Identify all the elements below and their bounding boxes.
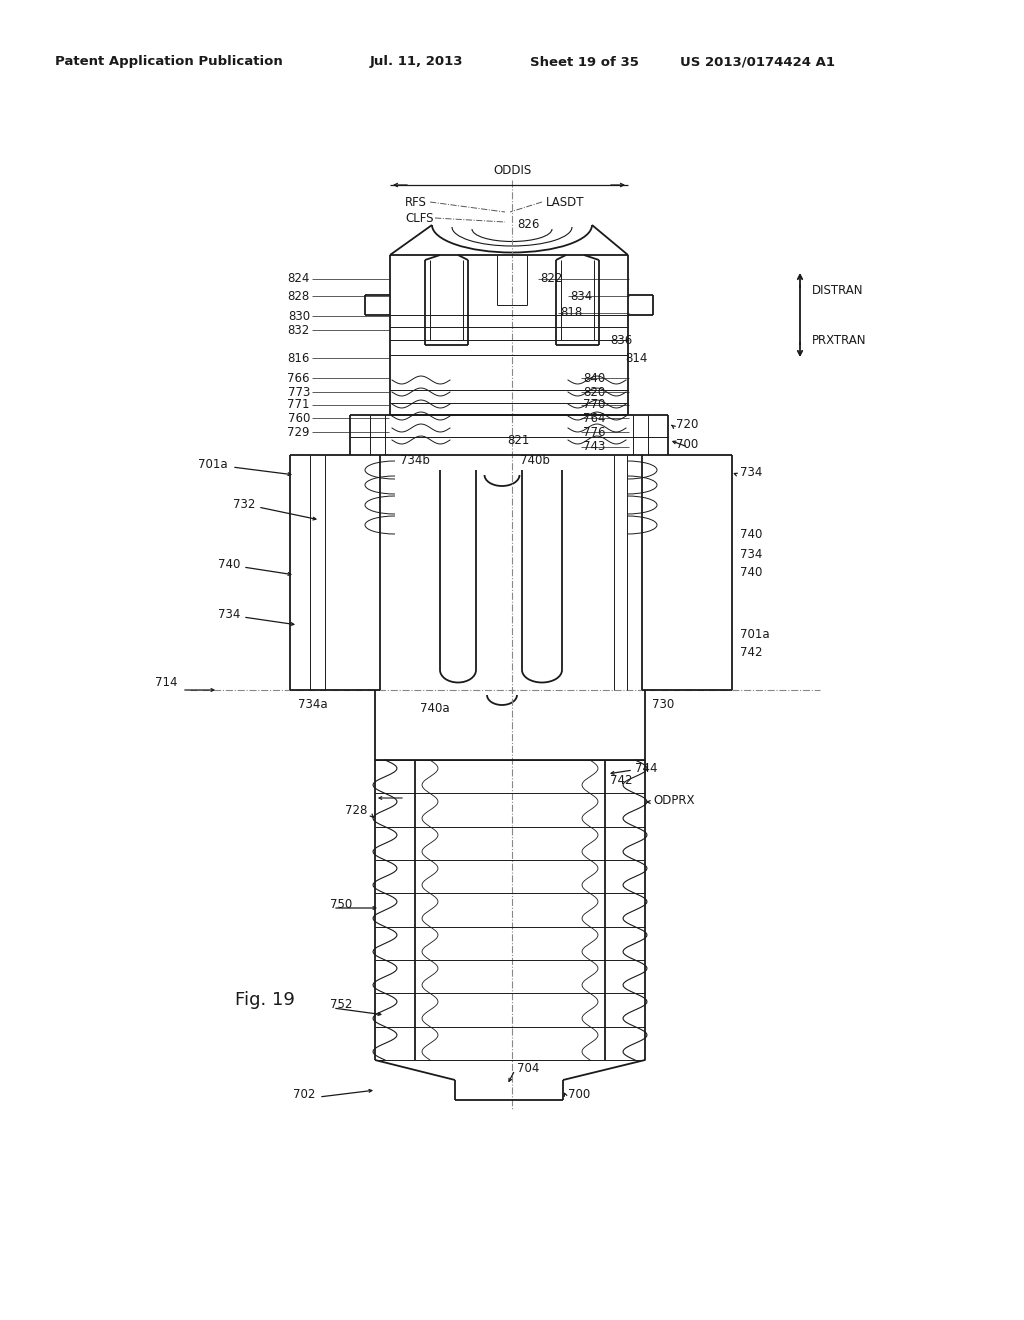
Text: 704: 704 <box>517 1061 540 1074</box>
Text: Jul. 11, 2013: Jul. 11, 2013 <box>370 55 464 69</box>
Text: 766: 766 <box>288 371 310 384</box>
Text: 700: 700 <box>568 1089 590 1101</box>
Text: 820: 820 <box>583 385 605 399</box>
Text: Sheet 19 of 35: Sheet 19 of 35 <box>530 55 639 69</box>
Text: 814: 814 <box>625 351 647 364</box>
Text: CLFS: CLFS <box>406 211 433 224</box>
Text: 764: 764 <box>583 412 605 425</box>
Text: 720: 720 <box>676 418 698 432</box>
Text: 700: 700 <box>676 438 698 451</box>
Text: 714: 714 <box>156 676 178 689</box>
Text: 734b: 734b <box>400 454 430 466</box>
Text: 734: 734 <box>740 549 763 561</box>
Text: 816: 816 <box>288 351 310 364</box>
Text: 836: 836 <box>610 334 632 346</box>
Text: 760: 760 <box>288 412 310 425</box>
Text: ODPRX: ODPRX <box>653 793 694 807</box>
Text: 742: 742 <box>740 647 763 660</box>
Text: 834: 834 <box>570 289 592 302</box>
Text: 740: 740 <box>740 528 763 541</box>
Text: 740b: 740b <box>520 454 550 466</box>
Text: ODDIS: ODDIS <box>493 164 531 177</box>
Text: 734: 734 <box>218 609 240 622</box>
Text: 824: 824 <box>288 272 310 285</box>
Text: RFS: RFS <box>406 195 427 209</box>
Text: 742: 742 <box>610 774 633 787</box>
Text: 730: 730 <box>652 698 674 711</box>
Text: 832: 832 <box>288 323 310 337</box>
Text: 750: 750 <box>330 899 352 912</box>
Text: Fig. 19: Fig. 19 <box>234 991 295 1008</box>
Text: 729: 729 <box>288 425 310 438</box>
Text: 701a: 701a <box>199 458 228 471</box>
Text: DISTRAN: DISTRAN <box>812 284 863 297</box>
Text: 740: 740 <box>218 558 240 572</box>
Text: 773: 773 <box>288 385 310 399</box>
Text: 771: 771 <box>288 399 310 412</box>
Text: 740: 740 <box>740 566 763 579</box>
Text: 822: 822 <box>540 272 562 285</box>
Text: 728: 728 <box>345 804 367 817</box>
Text: 840: 840 <box>583 371 605 384</box>
Text: 734a: 734a <box>298 698 328 711</box>
Text: 770: 770 <box>583 399 605 412</box>
Text: 732: 732 <box>232 499 255 511</box>
Text: 821: 821 <box>507 433 529 446</box>
Text: Patent Application Publication: Patent Application Publication <box>55 55 283 69</box>
Text: 701a: 701a <box>740 628 770 642</box>
Text: 830: 830 <box>288 309 310 322</box>
Text: 734: 734 <box>740 466 763 479</box>
Text: 818: 818 <box>560 306 583 319</box>
Text: 752: 752 <box>330 998 352 1011</box>
Text: 740a: 740a <box>420 701 450 714</box>
Text: 828: 828 <box>288 289 310 302</box>
Text: 744: 744 <box>635 762 657 775</box>
Text: 702: 702 <box>293 1089 315 1101</box>
Text: PRXTRAN: PRXTRAN <box>812 334 866 346</box>
Text: US 2013/0174424 A1: US 2013/0174424 A1 <box>680 55 835 69</box>
Text: 776: 776 <box>583 425 605 438</box>
Text: LASDT: LASDT <box>546 195 585 209</box>
Text: 743: 743 <box>583 441 605 454</box>
Text: 826: 826 <box>517 219 540 231</box>
